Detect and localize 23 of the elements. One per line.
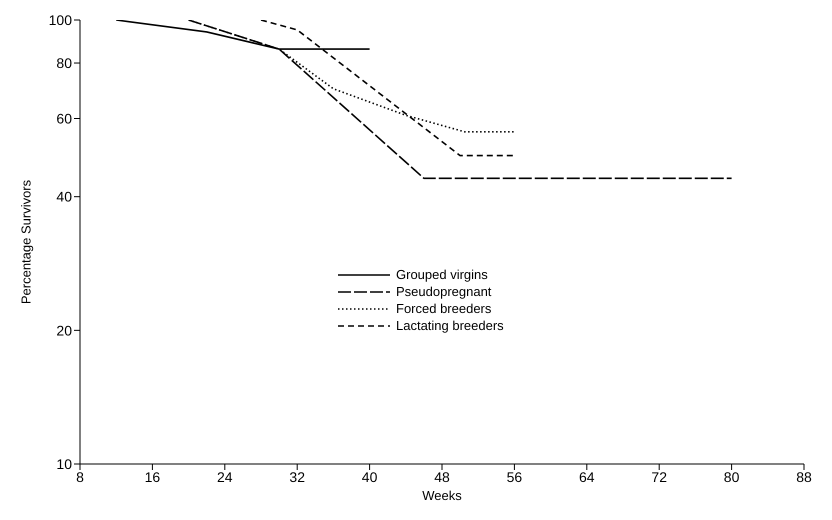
legend-label: Lactating breeders: [396, 318, 504, 333]
y-tick-label: 60: [56, 110, 72, 126]
x-tick-label: 80: [724, 468, 740, 485]
x-tick-label: 40: [362, 468, 378, 485]
x-tick-label: 48: [434, 468, 450, 485]
y-tick-label: 40: [56, 188, 72, 205]
x-tick-label: 8: [76, 468, 84, 485]
y-axis-title: Percentage Survivors: [18, 179, 34, 304]
x-tick-label: 56: [506, 468, 522, 485]
y-tick-label: 80: [56, 55, 72, 71]
x-tick-label: 64: [579, 468, 595, 485]
x-axis-title: Weeks: [422, 488, 462, 503]
x-tick-label: 32: [289, 468, 306, 485]
y-tick-label: 20: [56, 322, 72, 338]
legend-label: Pseudopregnant: [396, 284, 492, 299]
x-tick-label: 88: [796, 468, 812, 485]
x-tick-label: 16: [144, 468, 160, 485]
y-tick-label: 100: [48, 12, 72, 28]
y-tick-label: 10: [56, 456, 72, 472]
x-tick-label: 24: [217, 468, 233, 485]
x-tick-label: 72: [651, 468, 668, 485]
legend-label: Forced breeders: [396, 301, 492, 316]
legend-label: Grouped virgins: [396, 267, 488, 282]
